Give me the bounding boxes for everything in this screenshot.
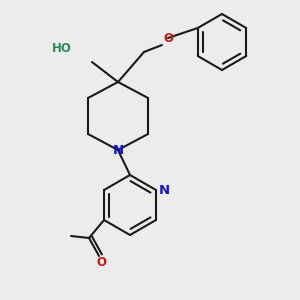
Text: O: O (163, 32, 173, 44)
Text: O: O (96, 256, 106, 268)
Text: N: N (112, 143, 124, 157)
Text: N: N (159, 184, 170, 196)
Text: HO: HO (52, 41, 72, 55)
